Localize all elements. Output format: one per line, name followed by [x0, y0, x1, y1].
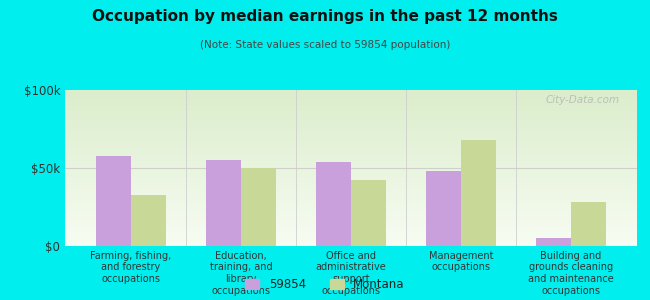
Bar: [206, 160, 241, 246]
Bar: [241, 168, 276, 246]
Bar: [536, 238, 571, 246]
Bar: [96, 155, 131, 246]
Bar: [316, 162, 351, 246]
Legend: 59854, Montana: 59854, Montana: [245, 278, 405, 291]
Bar: [351, 181, 386, 246]
Bar: [461, 140, 496, 246]
Text: City-Data.com: City-Data.com: [546, 95, 620, 105]
Text: (Note: State values scaled to 59854 population): (Note: State values scaled to 59854 popu…: [200, 40, 450, 50]
Bar: [131, 194, 166, 246]
Bar: [571, 202, 606, 246]
Bar: [426, 171, 461, 246]
Text: Occupation by median earnings in the past 12 months: Occupation by median earnings in the pas…: [92, 9, 558, 24]
